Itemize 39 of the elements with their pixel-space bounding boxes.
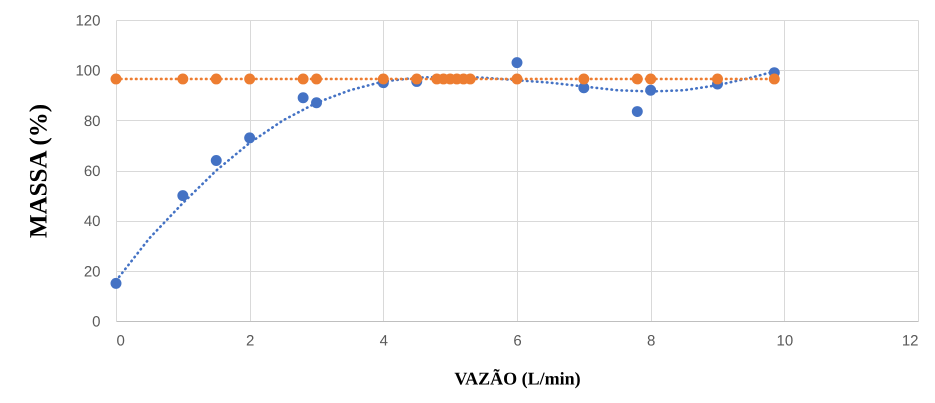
point [768,73,780,84]
point [512,57,522,68]
point [177,73,188,84]
point [311,73,322,84]
y-tick-label: 0 [92,314,100,330]
point [311,97,322,108]
point [210,155,222,166]
y-tick-label: 80 [84,112,100,130]
y-tick-label: 60 [84,163,100,180]
y-axis-title: MASSA (%) [25,104,52,238]
point [244,132,256,144]
y-tick-label: 20 [84,263,100,280]
x-tick-label: 6 [513,332,522,350]
point [411,73,422,84]
point [378,73,389,84]
point [177,190,188,202]
x-axis-title: VAZÃO (L/min) [454,368,581,388]
point [298,73,309,84]
point [645,73,656,84]
point [632,106,643,118]
x-tick-label: 12 [902,332,918,350]
point [210,73,222,84]
point [110,278,122,289]
point [244,73,256,84]
x-tick-label: 0 [116,332,125,350]
point [110,73,122,84]
x-tick-label: 4 [380,332,388,350]
y-tick-label: 40 [84,213,100,230]
point [578,73,590,84]
x-tick-label: 10 [776,332,794,350]
point [712,73,723,84]
point [632,73,643,84]
y-tick-label: 100 [75,62,100,80]
x-tick-label: 2 [246,332,254,350]
point [298,92,309,104]
point [512,73,522,84]
x-tick-label: 8 [646,332,656,350]
y-tick-label: 120 [75,12,100,30]
point [645,84,656,96]
